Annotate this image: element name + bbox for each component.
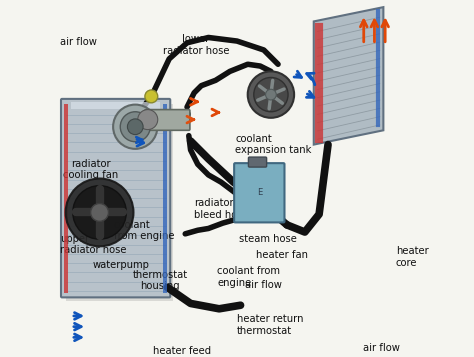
- Bar: [66, 104, 173, 301]
- FancyBboxPatch shape: [248, 157, 267, 167]
- FancyBboxPatch shape: [61, 99, 170, 297]
- Circle shape: [65, 178, 134, 246]
- Text: coolant from
engine: coolant from engine: [218, 266, 280, 288]
- Text: thermostat
housing: thermostat housing: [133, 270, 188, 291]
- Text: heater return
thermostat: heater return thermostat: [237, 314, 303, 336]
- Text: heater
core: heater core: [396, 246, 428, 268]
- Bar: [71, 102, 160, 109]
- Text: steam hose: steam hose: [239, 234, 297, 244]
- Circle shape: [145, 90, 158, 103]
- Circle shape: [138, 110, 158, 130]
- Circle shape: [128, 119, 143, 135]
- Text: waterpump: waterpump: [92, 260, 149, 270]
- FancyBboxPatch shape: [145, 110, 190, 130]
- Text: radiator
cooling fan: radiator cooling fan: [63, 159, 118, 181]
- Circle shape: [248, 71, 294, 118]
- Text: upper
radiator hose: upper radiator hose: [60, 234, 127, 255]
- Bar: [163, 104, 167, 293]
- Circle shape: [113, 105, 157, 149]
- Circle shape: [73, 186, 127, 239]
- Text: air flow: air flow: [363, 343, 400, 353]
- Text: heater fan: heater fan: [255, 250, 308, 260]
- Circle shape: [91, 203, 109, 221]
- Text: E: E: [257, 188, 262, 197]
- Polygon shape: [314, 7, 383, 145]
- Circle shape: [254, 77, 288, 112]
- Circle shape: [265, 89, 276, 100]
- Text: coolant
from engine: coolant from engine: [114, 220, 174, 241]
- Text: air flow: air flow: [246, 280, 282, 290]
- Text: radiator
bleed hose: radiator bleed hose: [194, 198, 249, 220]
- Text: coolant
expansion tank: coolant expansion tank: [235, 134, 311, 156]
- Text: heater feed
hose: heater feed hose: [153, 346, 211, 357]
- FancyBboxPatch shape: [234, 163, 284, 222]
- Text: lower
radiator hose: lower radiator hose: [163, 34, 229, 56]
- Text: air flow: air flow: [60, 37, 97, 47]
- Circle shape: [120, 112, 150, 142]
- Bar: [64, 104, 68, 293]
